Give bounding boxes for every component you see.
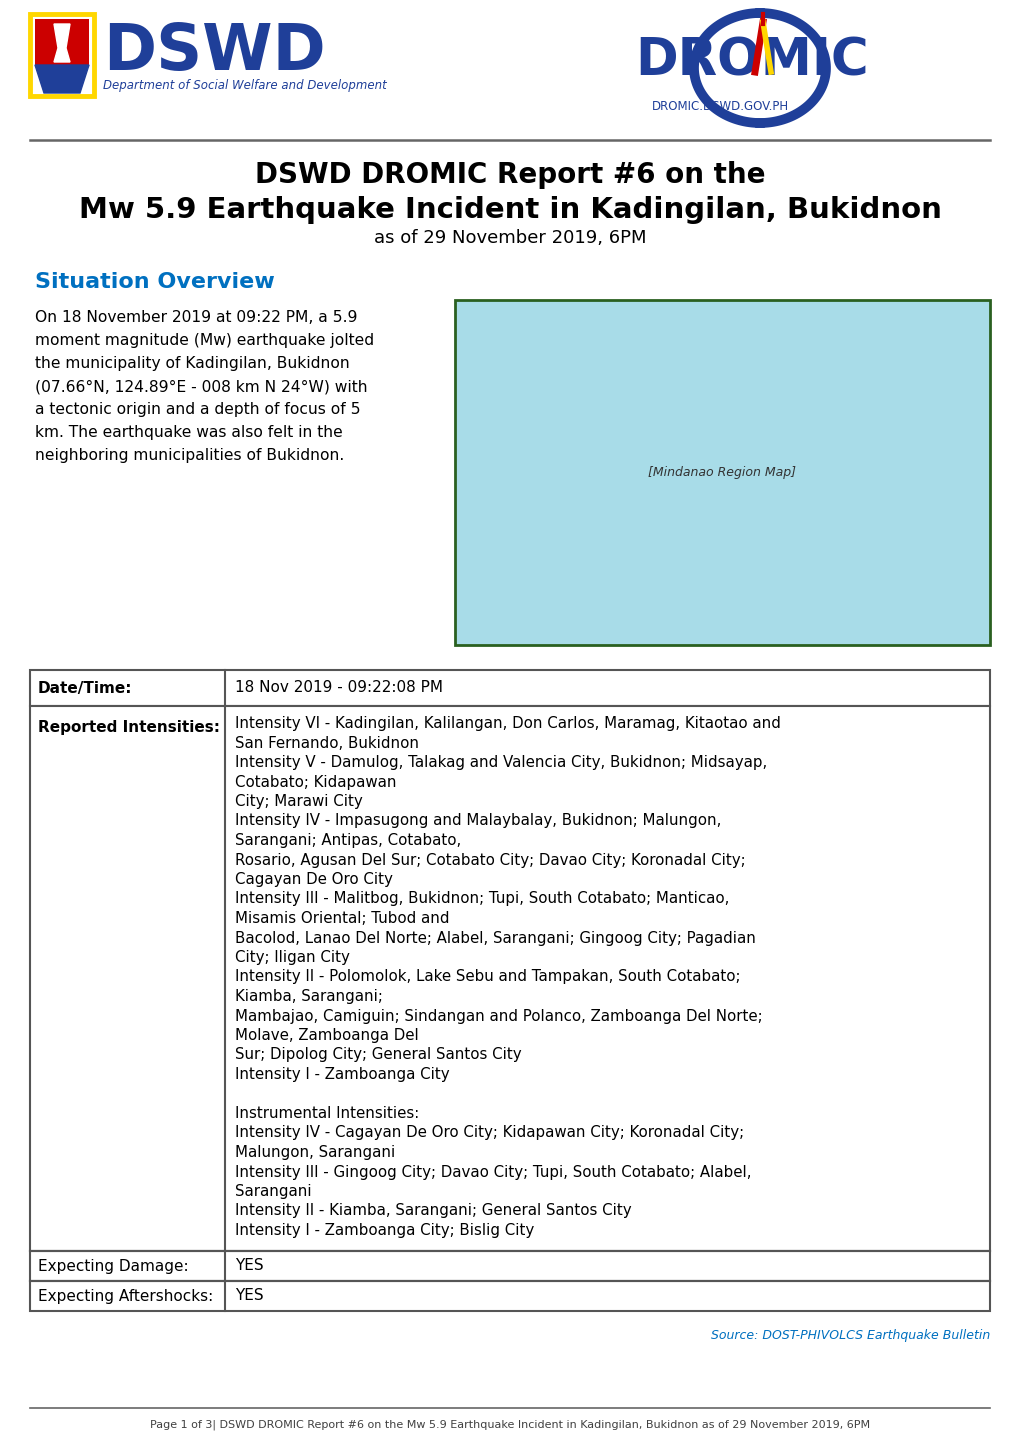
Text: Source: DOST-PHIVOLCS Earthquake Bulletin: Source: DOST-PHIVOLCS Earthquake Bulleti… <box>710 1330 989 1343</box>
Text: Intensity II - Polomolok, Lake Sebu and Tampakan, South Cotabato;: Intensity II - Polomolok, Lake Sebu and … <box>234 969 740 985</box>
Text: San Fernando, Bukidnon: San Fernando, Bukidnon <box>234 735 419 750</box>
Text: Malungon, Sarangani: Malungon, Sarangani <box>234 1145 395 1159</box>
Text: Rosario, Agusan Del Sur; Cotabato City; Davao City; Koronadal City;: Rosario, Agusan Del Sur; Cotabato City; … <box>234 852 745 868</box>
Bar <box>30 671 989 707</box>
Bar <box>30 14 94 97</box>
Bar <box>35 19 89 65</box>
Text: Mambajao, Camiguin; Sindangan and Polanco, Zamboanga Del Norte;: Mambajao, Camiguin; Sindangan and Polanc… <box>234 1008 762 1024</box>
Text: Kiamba, Sarangani;: Kiamba, Sarangani; <box>234 989 382 1004</box>
Text: DROMIC.DSWD.GOV.PH: DROMIC.DSWD.GOV.PH <box>651 99 789 112</box>
Text: Intensity I - Zamboanga City: Intensity I - Zamboanga City <box>234 1067 449 1082</box>
Text: Page 1 of 3| DSWD DROMIC Report #6 on the Mw 5.9 Earthquake Incident in Kadingil: Page 1 of 3| DSWD DROMIC Report #6 on th… <box>150 1420 869 1430</box>
Text: DROMIC: DROMIC <box>635 37 868 87</box>
Text: Intensity I - Zamboanga City; Bislig City: Intensity I - Zamboanga City; Bislig Cit… <box>234 1223 534 1239</box>
Text: moment magnitude (Mw) earthquake jolted: moment magnitude (Mw) earthquake jolted <box>35 333 374 348</box>
Text: YES: YES <box>234 1259 263 1273</box>
Text: YES: YES <box>234 1289 263 1304</box>
Text: Intensity IV - Impasugong and Malaybalay, Bukidnon; Malungon,: Intensity IV - Impasugong and Malaybalay… <box>234 813 720 829</box>
Text: Intensity III - Malitbog, Bukidnon; Tupi, South Cotabato; Manticao,: Intensity III - Malitbog, Bukidnon; Tupi… <box>234 891 729 907</box>
Text: Department of Social Welfare and Development: Department of Social Welfare and Develop… <box>103 78 386 91</box>
Text: Intensity V - Damulog, Talakag and Valencia City, Bukidnon; Midsayap,: Intensity V - Damulog, Talakag and Valen… <box>234 756 766 770</box>
Text: Expecting Damage:: Expecting Damage: <box>38 1259 189 1273</box>
Text: Reported Intensities:: Reported Intensities: <box>38 720 220 735</box>
Text: Misamis Oriental; Tubod and: Misamis Oriental; Tubod and <box>234 911 449 926</box>
Text: DSWD DROMIC Report #6 on the: DSWD DROMIC Report #6 on the <box>255 162 764 189</box>
Text: City; Marawi City: City; Marawi City <box>234 795 363 809</box>
Bar <box>30 1252 989 1280</box>
Text: Sarangani; Antipas, Cotabato,: Sarangani; Antipas, Cotabato, <box>234 833 461 848</box>
Text: Intensity IV - Cagayan De Oro City; Kidapawan City; Koronadal City;: Intensity IV - Cagayan De Oro City; Kida… <box>234 1126 744 1141</box>
Text: Sarangani: Sarangani <box>234 1184 312 1198</box>
Text: the municipality of Kadingilan, Bukidnon: the municipality of Kadingilan, Bukidnon <box>35 356 350 371</box>
Text: City; Iligan City: City; Iligan City <box>234 950 350 965</box>
Text: a tectonic origin and a depth of focus of 5: a tectonic origin and a depth of focus o… <box>35 402 361 417</box>
Bar <box>30 707 989 1252</box>
Text: Intensity VI - Kadingilan, Kalilangan, Don Carlos, Maramag, Kitaotao and: Intensity VI - Kadingilan, Kalilangan, D… <box>234 717 781 731</box>
Text: Intensity II - Kiamba, Sarangani; General Santos City: Intensity II - Kiamba, Sarangani; Genera… <box>234 1204 631 1218</box>
Text: as of 29 November 2019, 6PM: as of 29 November 2019, 6PM <box>373 229 646 247</box>
Text: (07.66°N, 124.89°E - 008 km N 24°W) with: (07.66°N, 124.89°E - 008 km N 24°W) with <box>35 379 367 394</box>
Text: Mw 5.9 Earthquake Incident in Kadingilan, Bukidnon: Mw 5.9 Earthquake Incident in Kadingilan… <box>78 196 941 224</box>
Text: On 18 November 2019 at 09:22 PM, a 5.9: On 18 November 2019 at 09:22 PM, a 5.9 <box>35 310 357 324</box>
Text: Situation Overview: Situation Overview <box>35 273 274 291</box>
Polygon shape <box>35 65 89 92</box>
Bar <box>30 1280 989 1311</box>
Text: neighboring municipalities of Bukidnon.: neighboring municipalities of Bukidnon. <box>35 448 344 463</box>
Text: Intensity III - Gingoog City; Davao City; Tupi, South Cotabato; Alabel,: Intensity III - Gingoog City; Davao City… <box>234 1165 751 1180</box>
Text: Instrumental Intensities:: Instrumental Intensities: <box>234 1106 419 1120</box>
Text: Bacolod, Lanao Del Norte; Alabel, Sarangani; Gingoog City; Pagadian: Bacolod, Lanao Del Norte; Alabel, Sarang… <box>234 930 755 946</box>
Text: Cotabato; Kidapawan: Cotabato; Kidapawan <box>234 774 396 790</box>
Text: km. The earthquake was also felt in the: km. The earthquake was also felt in the <box>35 425 342 440</box>
Text: Expecting Aftershocks:: Expecting Aftershocks: <box>38 1289 213 1304</box>
Text: Cagayan De Oro City: Cagayan De Oro City <box>234 872 392 887</box>
Text: [Mindanao Region Map]: [Mindanao Region Map] <box>648 466 796 479</box>
Text: Date/Time:: Date/Time: <box>38 681 132 695</box>
Text: DSWD: DSWD <box>103 22 325 84</box>
Text: 18 Nov 2019 - 09:22:08 PM: 18 Nov 2019 - 09:22:08 PM <box>234 681 442 695</box>
Text: Molave, Zamboanga Del: Molave, Zamboanga Del <box>234 1028 419 1043</box>
Bar <box>454 300 989 645</box>
Polygon shape <box>54 25 70 62</box>
Text: Sur; Dipolog City; General Santos City: Sur; Dipolog City; General Santos City <box>234 1047 521 1063</box>
